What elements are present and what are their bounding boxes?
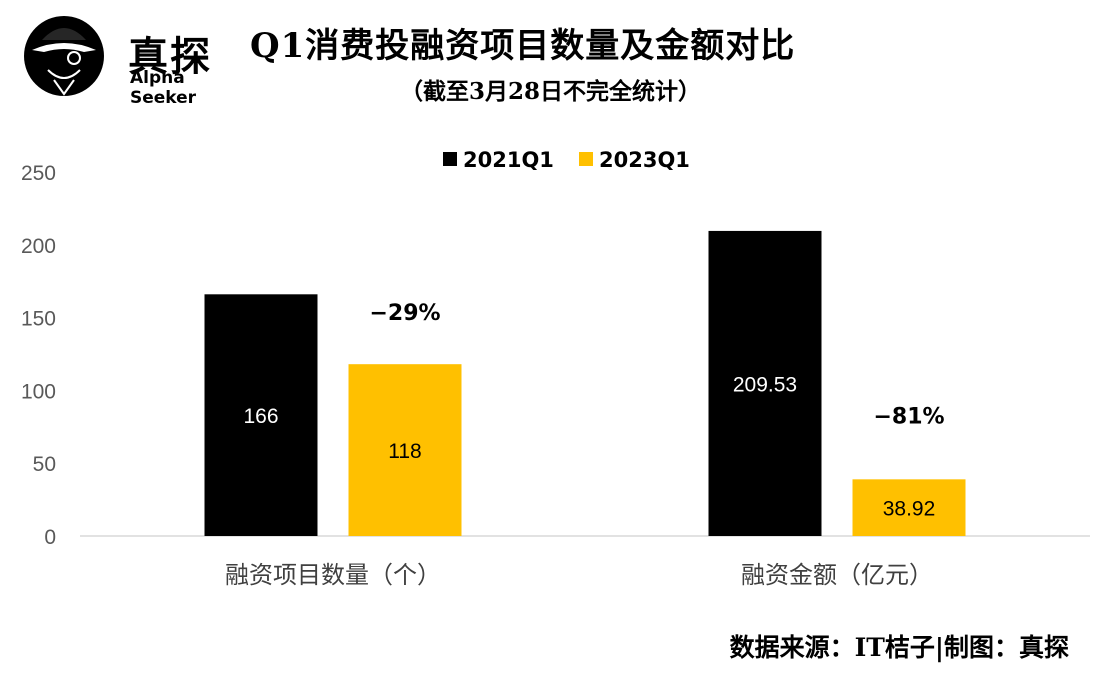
y-tick-label: 150 <box>21 308 56 331</box>
bar-2021Q1-1 <box>708 230 822 536</box>
change-annotation: −29% <box>369 301 440 326</box>
x-axis-labels: 融资项目数量（个） 融资金额（亿元） <box>225 561 933 589</box>
detective-icon <box>24 16 104 96</box>
x-category-label: 融资项目数量（个） <box>225 561 441 589</box>
legend-label: 2021Q1 <box>463 148 554 172</box>
y-tick-label: 50 <box>33 453 56 476</box>
legend-swatch-2023Q1 <box>579 152 593 166</box>
bar-2023Q1-0 <box>348 364 462 536</box>
legend: 2021Q1 2023Q1 <box>443 148 690 172</box>
bar-2021Q1-0 <box>204 294 318 536</box>
y-tick-label: 250 <box>21 162 56 185</box>
y-tick-label: 100 <box>21 380 56 403</box>
legend-label: 2023Q1 <box>599 148 690 172</box>
logo-name-en: Alpha Seeker <box>130 68 197 108</box>
bar-data-label: 38.92 <box>883 498 936 521</box>
y-axis: 0 50 100 150 200 250 <box>21 162 56 549</box>
logo-name-cn: 真探 <box>128 34 212 80</box>
bars: 166 118 −29% 209.53 38.92 −81% <box>204 230 966 536</box>
bar-data-label: 118 <box>388 440 421 463</box>
legend-swatch-2021Q1 <box>443 152 457 166</box>
source-note: 数据来源：IT桔子|制图：真探 <box>729 633 1069 662</box>
chart-title: Q1消费投融资项目数量及金额对比 <box>250 26 796 66</box>
change-annotation: −81% <box>873 404 944 429</box>
x-category-label: 融资金额（亿元） <box>741 561 933 589</box>
y-tick-label: 200 <box>21 235 56 258</box>
bar-data-label: 209.53 <box>733 373 797 396</box>
chart-subtitle: （截至3月28日不完全统计） <box>400 78 702 105</box>
y-tick-label: 0 <box>44 526 56 549</box>
bar-data-label: 166 <box>243 405 278 428</box>
brand-logo: 真探 Alpha Seeker <box>18 10 228 108</box>
bar-2023Q1-1 <box>852 479 966 536</box>
